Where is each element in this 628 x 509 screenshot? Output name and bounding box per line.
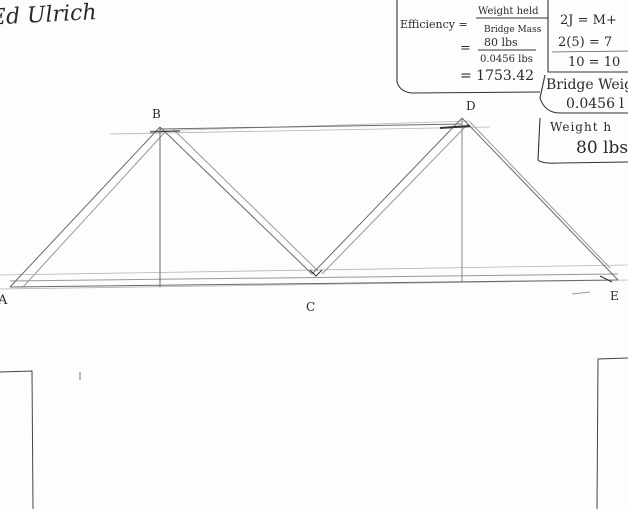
member-AB xyxy=(9,126,161,288)
supports xyxy=(0,357,628,509)
node-label-C: C xyxy=(306,300,315,314)
joint-E-mark xyxy=(599,275,613,283)
node-label-E: E xyxy=(610,289,619,303)
stability-line3: 10 = 10 xyxy=(568,55,620,70)
scratch-mark xyxy=(571,291,591,295)
efficiency-fraction2-denominator: 0.0456 lbs xyxy=(480,54,533,65)
bridge-weight-label: Bridge Weig xyxy=(546,77,628,93)
member-BC xyxy=(159,126,313,275)
joint-B-mark xyxy=(149,130,181,133)
joint-D-mark xyxy=(439,125,471,129)
truss xyxy=(9,117,619,289)
stability-box xyxy=(547,0,628,73)
bridge-weight-box xyxy=(539,74,628,114)
efficiency-equals: = xyxy=(460,41,471,56)
member-DE xyxy=(461,117,619,281)
stability-calculation: 2J = M+ 2(5) = 7 10 = 10 xyxy=(551,13,628,70)
bridge-weight-value: 0.0456 l xyxy=(566,96,624,112)
construction-lines xyxy=(0,120,628,290)
efficiency-fraction1-numerator: Weight held xyxy=(478,6,539,17)
efficiency-calculation: Efficiency = Weight held Bridge Mass = 8… xyxy=(400,6,548,84)
right-support xyxy=(596,357,628,509)
joint-C-mark xyxy=(309,269,323,277)
member-CD xyxy=(311,117,463,275)
left-support xyxy=(0,370,34,509)
node-label-B: B xyxy=(152,107,161,121)
node-label-A: A xyxy=(0,293,8,308)
member-BD xyxy=(159,123,463,130)
member-AB-edge xyxy=(21,130,167,289)
efficiency-result: = 1753.42 xyxy=(460,68,534,84)
member-ACE xyxy=(9,279,619,288)
node-label-D: D xyxy=(466,99,476,113)
weight-held-label: Weight h xyxy=(550,120,612,134)
weight-held-value: 80 lbs xyxy=(576,138,628,158)
efficiency-label: Efficiency = xyxy=(400,18,468,31)
signature: Ed Ulrich xyxy=(0,0,97,31)
efficiency-fraction1-denominator: Bridge Mass xyxy=(484,25,542,35)
member-DE-edge xyxy=(469,121,611,269)
member-CD-edge xyxy=(321,123,469,275)
stability-divider xyxy=(551,50,628,53)
member-ACE-edge xyxy=(9,273,619,282)
stability-line1: 2J = M+ xyxy=(560,13,617,28)
member-BC-edge xyxy=(171,127,319,272)
efficiency-box xyxy=(396,0,541,94)
efficiency-fraction2-numerator: 80 lbs xyxy=(484,36,518,49)
weight-held-box xyxy=(537,117,628,164)
stability-line2: 2(5) = 7 xyxy=(558,35,612,50)
joint-marks xyxy=(149,125,613,295)
